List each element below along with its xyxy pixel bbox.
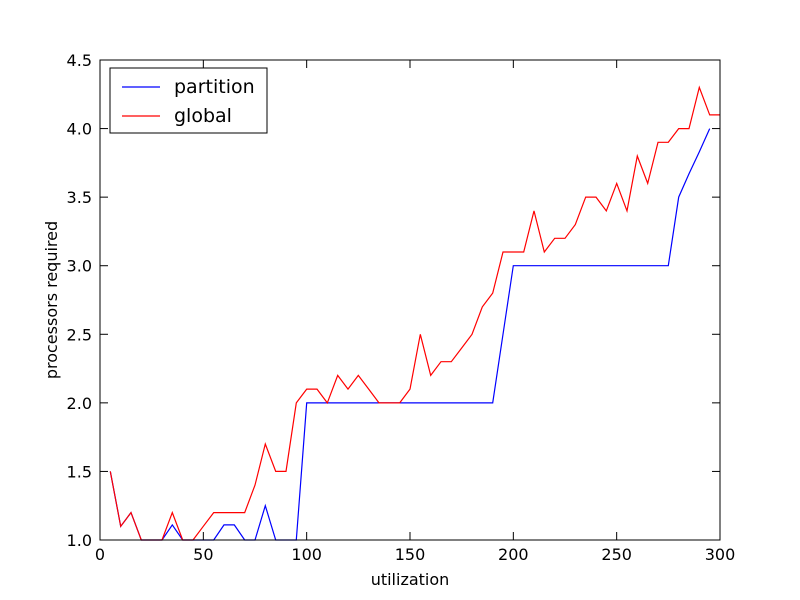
x-tick-label: 0 bbox=[95, 545, 105, 564]
legend-label-partition: partition bbox=[174, 76, 255, 98]
legend-box bbox=[109, 67, 268, 134]
legend-label-global: global bbox=[174, 105, 232, 127]
y-tick-label: 1.0 bbox=[67, 531, 92, 550]
x-tick-label: 200 bbox=[498, 545, 529, 564]
x-tick-label: 300 bbox=[705, 545, 736, 564]
y-tick-label: 3.5 bbox=[67, 188, 92, 207]
y-tick-label: 2.5 bbox=[67, 325, 92, 344]
y-tick-label: 4.0 bbox=[67, 120, 92, 139]
legend: partition global bbox=[109, 67, 268, 134]
x-tick-label: 250 bbox=[601, 545, 632, 564]
x-tick-label: 150 bbox=[395, 545, 426, 564]
y-axis-label: processors required bbox=[42, 221, 61, 379]
y-tick-label: 1.5 bbox=[67, 462, 92, 481]
x-axis-label: utilization bbox=[371, 570, 450, 589]
y-tick-label: 2.0 bbox=[67, 394, 92, 413]
y-tick-label: 4.5 bbox=[67, 51, 92, 70]
x-tick-label: 50 bbox=[193, 545, 213, 564]
x-tick-label: 100 bbox=[291, 545, 322, 564]
axis-layer: 0 50 100 150 200 250 300 1.0 1.5 2.0 2.5 3.0 3.5 4.0 4… bbox=[67, 51, 736, 564]
series-line-global bbox=[109, 85, 720, 541]
plot-area bbox=[100, 60, 720, 540]
y-tick-label: 3.0 bbox=[67, 257, 92, 276]
